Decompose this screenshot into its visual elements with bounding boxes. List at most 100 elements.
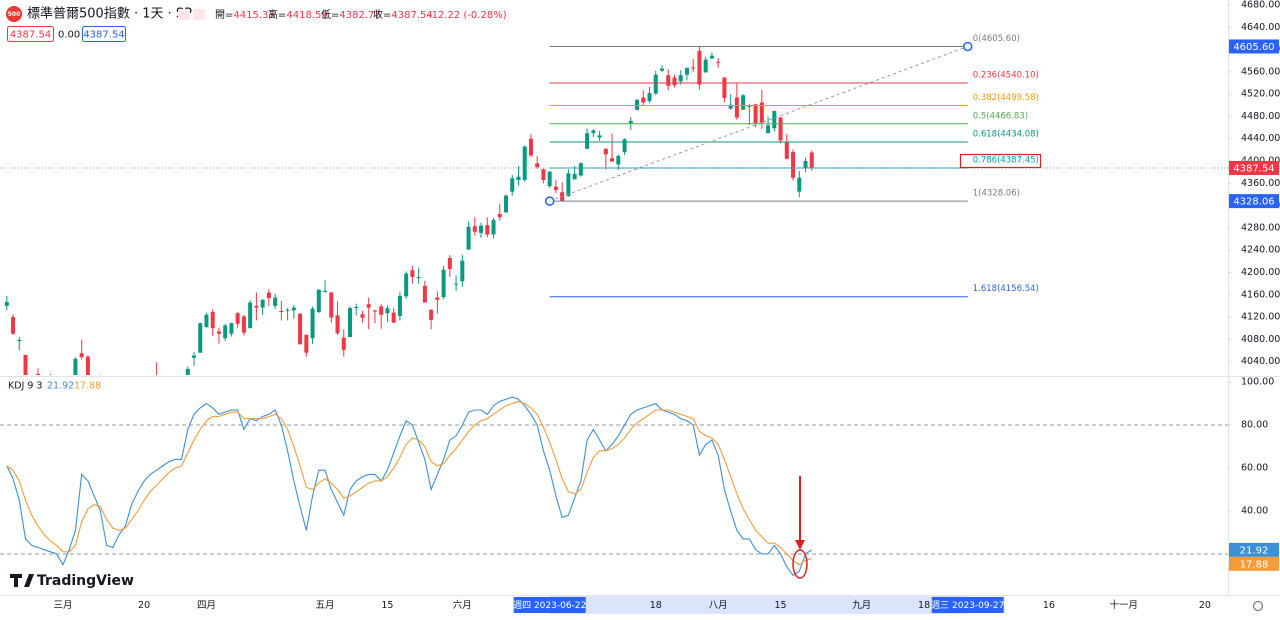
y-tick-label: 4040.00 bbox=[1241, 356, 1280, 367]
candle-body bbox=[709, 55, 714, 59]
candle-body bbox=[273, 297, 278, 306]
y-tick-label: 4200.00 bbox=[1241, 267, 1280, 278]
fib-anchor bbox=[544, 196, 555, 206]
sell-box[interactable] bbox=[7, 26, 54, 42]
candle-body bbox=[772, 110, 777, 129]
icon[interactable] bbox=[178, 9, 190, 20]
y-tick-label: 4360.00 bbox=[1241, 178, 1280, 189]
candle-body bbox=[354, 307, 359, 309]
candle-body bbox=[591, 130, 596, 134]
candle-body bbox=[491, 220, 496, 235]
settings-icon[interactable] bbox=[1252, 600, 1264, 612]
x-tick-label: 十一月 bbox=[1110, 599, 1139, 611]
candle-body bbox=[192, 355, 196, 358]
candle-body bbox=[653, 74, 658, 94]
candle-body bbox=[397, 295, 402, 316]
candle-body bbox=[329, 292, 334, 318]
spread: 0.00 bbox=[58, 30, 80, 41]
arrow-head bbox=[795, 540, 805, 550]
y-tick-label: 4440.00 bbox=[1241, 133, 1280, 144]
candle-body bbox=[479, 225, 484, 233]
candle-body bbox=[585, 133, 590, 149]
candle-body bbox=[504, 195, 508, 213]
candle-body bbox=[223, 325, 228, 339]
candle-body bbox=[391, 312, 396, 323]
candle-body bbox=[516, 176, 521, 180]
candle-body bbox=[460, 260, 465, 282]
buy-price[interactable]: 4387.54 bbox=[83, 30, 124, 41]
value: 4387.54 bbox=[391, 10, 432, 21]
candle-body bbox=[728, 104, 733, 109]
fib-label: 1.618(4156.54) bbox=[973, 284, 1039, 294]
legend-value: 17.88 bbox=[74, 381, 101, 392]
candle-body bbox=[435, 297, 440, 300]
watermark: TradingView bbox=[37, 573, 134, 589]
time-label-bg bbox=[931, 597, 1004, 613]
candle-body bbox=[11, 317, 16, 334]
ohlc-low: 低=4382.77 bbox=[321, 8, 381, 21]
change: -12.22 (-0.28%) bbox=[428, 10, 507, 21]
candle-body bbox=[266, 292, 271, 299]
candle-body bbox=[36, 373, 40, 375]
candle-body bbox=[466, 226, 471, 250]
x-tick-label: 三月 bbox=[53, 600, 72, 611]
price-badge: 4328.06 bbox=[1233, 197, 1274, 208]
x-tick-label: 16 bbox=[1043, 600, 1055, 611]
candle-body bbox=[429, 309, 434, 320]
candle-body bbox=[291, 307, 296, 311]
axes: 4040.00 4080.00 4120.00 4160.00 4200.00 4240.… bbox=[53, 0, 1280, 614]
legend-value: 21.92 bbox=[47, 381, 74, 392]
candle-body bbox=[716, 61, 721, 63]
x-tick-label: 九月 bbox=[852, 599, 871, 611]
icon[interactable] bbox=[193, 9, 205, 20]
candle-body bbox=[229, 323, 234, 334]
candle-body bbox=[285, 309, 290, 311]
indicator-title: KDJ 9 3 bbox=[8, 381, 42, 392]
candle-body bbox=[784, 142, 789, 159]
time-label-bg bbox=[513, 597, 586, 613]
candle-body bbox=[610, 158, 615, 162]
candle-body bbox=[747, 105, 752, 107]
price-badge: 4605.60 bbox=[1233, 42, 1274, 53]
y-tick-label: 60.00 bbox=[1241, 463, 1268, 474]
candle-body bbox=[541, 169, 546, 180]
candle-body bbox=[678, 75, 683, 82]
watermark-logo bbox=[10, 574, 34, 587]
buy-box[interactable] bbox=[82, 26, 126, 42]
candle-body bbox=[198, 323, 203, 353]
candle-body bbox=[766, 125, 771, 134]
candle-body bbox=[316, 289, 321, 313]
candle-body bbox=[522, 146, 527, 180]
candle-body bbox=[372, 310, 377, 312]
symbol-title[interactable]: 標準普爾500指數 · 1天 · SP bbox=[27, 6, 192, 22]
fib-label: 0.786(4387.45) bbox=[973, 156, 1039, 166]
sell-price[interactable]: 4387.54 bbox=[10, 30, 51, 41]
fib-label: 0.618(4434.08) bbox=[973, 130, 1039, 140]
label: 高= bbox=[268, 8, 286, 21]
indicator-badge-bg bbox=[1229, 556, 1279, 571]
last-price-badge: 4387.54 bbox=[1233, 163, 1274, 174]
candle-body bbox=[260, 299, 265, 308]
ohlc-close: 收=4387.54 bbox=[373, 8, 433, 21]
y-tick-label: 80.00 bbox=[1241, 420, 1268, 431]
candle-body bbox=[248, 302, 253, 329]
candle-body bbox=[441, 269, 446, 297]
candle-body bbox=[454, 283, 459, 285]
candle-body bbox=[597, 135, 602, 138]
candle-body bbox=[547, 171, 552, 187]
candle-body bbox=[323, 290, 328, 292]
candle-body bbox=[647, 93, 652, 101]
candle-body bbox=[73, 358, 78, 375]
candle-body bbox=[298, 313, 303, 345]
candle-body bbox=[348, 308, 352, 338]
candle-body bbox=[254, 305, 259, 308]
candle-body bbox=[235, 313, 240, 324]
y-tick-label: 4640.00 bbox=[1241, 22, 1280, 33]
y-tick-label: 4160.00 bbox=[1241, 289, 1280, 300]
candle-body bbox=[335, 315, 340, 334]
candle-body bbox=[628, 120, 633, 124]
indicator-pane bbox=[0, 396, 1228, 577]
candle-body bbox=[510, 178, 515, 192]
circle-mark bbox=[792, 549, 808, 579]
